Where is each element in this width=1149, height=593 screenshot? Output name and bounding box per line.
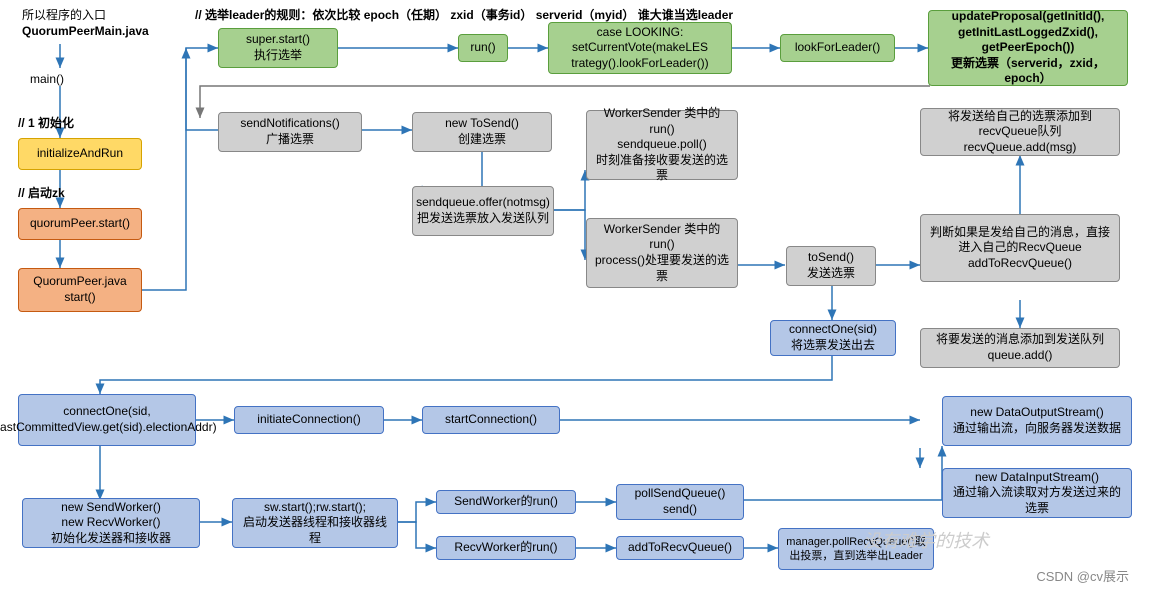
init-label: // 1 初始化 xyxy=(18,114,74,131)
run: run() xyxy=(458,34,508,62)
sendqueueOffer: sendqueue.offer(notmsg)把发送选票放入发送队列 xyxy=(412,186,554,236)
newToSend: new ToSend() 创建选票 xyxy=(412,112,552,152)
caseLooking: case LOOKING: setCurrentVote(makeLES tra… xyxy=(548,22,732,74)
judgeSelf: 判断如果是发给自己的消息，直接进入自己的RecvQueue addToRecvQ… xyxy=(920,214,1120,282)
addSendQueue: 将要发送的消息添加到发送队列queue.add() xyxy=(920,328,1120,368)
sendNotifications: sendNotifications() 广播选票 xyxy=(218,112,362,152)
watermark-bg: 没有难学的技术 xyxy=(863,527,989,553)
newDataOutput: new DataOutputStream() 通过输出流，向服务器发送数据 xyxy=(942,396,1132,446)
watermark: CSDN @cv展示 xyxy=(1036,566,1129,585)
newDataInput: new DataInputStream() 通过输入流读取对方发送过来的选票 xyxy=(942,468,1132,518)
addToRecvQueue2: addToRecvQueue() xyxy=(616,536,744,560)
updateProposal: updateProposal(getInitId(), getInitLastL… xyxy=(928,10,1128,86)
connectOne: connectOne(sid) 将选票发送出去 xyxy=(770,320,896,356)
entry-comment: 所以程序的入口 xyxy=(22,6,106,23)
startConnection: startConnection() xyxy=(422,406,560,434)
rule-comment: // 选举leader的规则：依次比较 epoch（任期） zxid（事务id）… xyxy=(195,6,733,23)
startzk-label: // 启动zk xyxy=(18,184,65,201)
entry-class: QuorumPeerMain.java xyxy=(22,24,149,38)
initiateConnection: initiateConnection() xyxy=(234,406,384,434)
workerSenderProcess: WorkerSender 类中的run() process()处理要发送的选票 xyxy=(586,218,738,288)
quorumPeerJava: QuorumPeer.java start() xyxy=(18,268,142,312)
quorumPeerStart: quorumPeer.start() xyxy=(18,208,142,240)
main-label: main() xyxy=(30,72,64,86)
workerSenderPoll: WorkerSender 类中的run() sendqueue.poll() 时… xyxy=(586,110,738,180)
newSendRecvWorker: new SendWorker() new RecvWorker() 初始化发送器… xyxy=(22,498,200,548)
connectOneSid: connectOne(sid, lastCommittedView.get(si… xyxy=(18,394,196,446)
sendWorkerRun: SendWorker的run() xyxy=(436,490,576,514)
addRecvQueue: 将发送给自己的选票添加到recvQueue队列 recvQueue.add(ms… xyxy=(920,108,1120,156)
recvWorkerRun: RecvWorker的run() xyxy=(436,536,576,560)
swStart: sw.start();rw.start(); 启动发送器线程和接收器线程 xyxy=(232,498,398,548)
toSend: toSend() 发送选票 xyxy=(786,246,876,286)
lookForLeader: lookForLeader() xyxy=(780,34,895,62)
initializeAndRun: initializeAndRun xyxy=(18,138,142,170)
pollSendQueue: pollSendQueue() send() xyxy=(616,484,744,520)
superStart: super.start() 执行选举 xyxy=(218,28,338,68)
